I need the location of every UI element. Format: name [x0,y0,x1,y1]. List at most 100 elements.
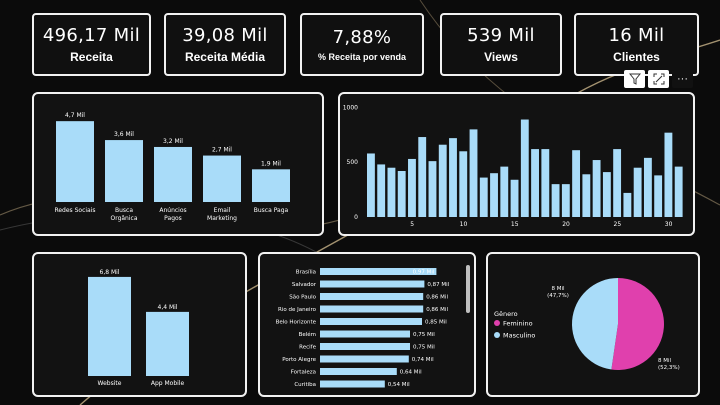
bar [105,140,143,202]
visual-header-toolbar: ··· [624,70,693,88]
more-options-icon: ··· [677,73,688,85]
category-label: Brasília [296,269,316,276]
chart-channels: 4,7 Mil Redes Sociais 3,6 Mil BuscaOrgânica… [54,112,290,222]
bar [320,280,425,288]
category-label: Anúncios [159,207,186,214]
category-label: App Mobile [151,380,185,387]
y-tick-label: 0 [354,214,358,221]
data-label: 2,7 Mil [212,147,232,154]
x-tick-label: 30 [665,221,673,228]
bar [320,380,385,388]
bar [500,166,509,217]
x-tick-label: 20 [562,221,570,228]
chart-panel-device: 6,8 Mil Website 4,4 Mil App Mobile [32,252,247,397]
bar [154,146,192,202]
kpi-value: 539 Mil [467,25,535,46]
category-label: Fortaleza [291,370,316,376]
category-label: Curitiba [294,382,316,388]
bar [613,149,622,217]
category-label: Porto Alegre [282,357,316,363]
category-label: Recife [299,345,316,351]
category-label: Busca Paga [254,207,289,214]
category-label: Busca [115,207,133,214]
pie-slice [572,278,618,370]
bar [320,268,437,275]
bar [252,169,290,202]
category-label: Marketing [207,215,237,222]
bar [320,293,424,300]
x-tick-label: 15 [511,221,519,228]
kpi-label: Views [484,50,518,64]
chart-panel-channels: 4,7 Mil Redes Sociais 3,6 Mil Busca Orgânica… [32,92,324,236]
data-label: 0,86 Mil [426,295,448,301]
bar [551,184,560,217]
y-tick-label: 1000 [343,104,358,111]
kpi-card-receita-media[interactable]: 39,08 Mil Receita Média [164,13,286,76]
bar [490,173,498,217]
x-tick-label: 5 [410,221,414,228]
legend-marker [494,320,500,326]
category-label: Website [98,380,122,387]
bar [320,330,410,338]
chart-panel-gender: 8 Mil (52,3%) 8 Mil (47,7%) Gênero Feminino Ma… [486,252,700,397]
data-label: 3,2 Mil [163,138,183,145]
bar [320,318,422,325]
kpi-card-views[interactable]: 539 Mil Views [440,13,562,76]
bar [428,161,437,217]
bar [418,137,427,217]
bar [623,192,632,217]
legend-marker [494,332,500,338]
category-label: Redes Sociais [54,207,95,214]
bar [88,276,131,376]
kpi-label: % Receita por venda [317,52,407,62]
focus-mode-button[interactable] [648,70,669,88]
bar [203,155,241,202]
chart-device: 6,8 Mil Website 4,4 Mil App Mobile [88,269,189,387]
bar [146,311,189,376]
bar [449,138,457,217]
y-tick-label: 500 [347,159,359,166]
legend-label: Masculino [503,332,535,340]
bar [320,305,424,313]
legend-label: Feminino [503,320,533,328]
bar [633,167,642,217]
data-label: 8 Mil [658,358,672,364]
bar [664,132,673,217]
chart-gender: 8 Mil(52,3%)8 Mil(47,7%)GêneroFemininoMa… [494,278,680,371]
more-options-button[interactable]: ··· [672,70,693,88]
legend-title: Gênero [494,310,518,318]
bar [520,119,529,217]
kpi-label: Receita [70,50,113,64]
kpi-card-receita[interactable]: 496,17 Mil Receita [32,13,151,76]
cities-scrollbar[interactable] [466,265,470,313]
bar [582,174,591,217]
filter-button[interactable] [624,70,645,88]
kpi-value: 496,17 Mil [42,25,141,46]
chart-panel-daily: 0 500 1000 5 10 15 20 25 30 [338,92,695,236]
data-label: 0,86 Mil [426,307,448,313]
data-label: 6,8 Mil [100,269,120,276]
data-label: (47,7%) [547,293,569,299]
kpi-card-clientes[interactable]: 16 Mil Clientes [574,13,699,76]
bar [479,177,488,217]
bar [56,121,94,202]
bar [602,172,611,217]
data-label: 0,75 Mil [413,345,435,351]
data-label: 0,54 Mil [388,382,410,388]
data-label: 4,7 Mil [65,112,85,119]
data-label: (52,3%) [658,365,680,371]
x-tick-label: 10 [460,221,468,228]
bar [561,184,570,217]
bar [397,171,406,217]
kpi-card-receita-por-venda[interactable]: 7,88% % Receita por venda [300,13,424,76]
bar [469,129,478,217]
bar [377,164,386,217]
bar [408,158,416,217]
bar [438,144,447,217]
pie-slice [611,278,664,370]
category-label: São Paulo [289,295,316,301]
bar [320,368,397,375]
chart-cities: Brasília 0,97 Mil Salvador 0,87 Mil São Paul… [276,268,450,388]
data-label: 0,87 Mil [427,282,449,288]
category-label: Belo Horizonte [276,320,317,326]
